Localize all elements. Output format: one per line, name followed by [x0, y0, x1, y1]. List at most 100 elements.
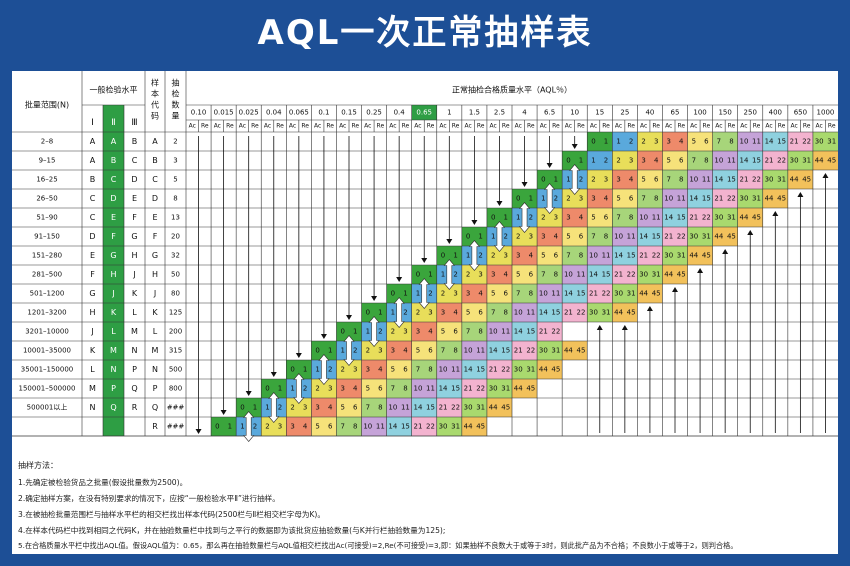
ac-value: 10 — [539, 290, 548, 298]
acre-cell — [436, 341, 462, 360]
ac-header: Ac — [565, 123, 572, 130]
acre-cell — [461, 322, 487, 341]
up-arrow-head — [797, 192, 804, 197]
ac-value: 30 — [765, 176, 774, 184]
ac-value: 10 — [639, 214, 648, 222]
ac-header: Ac — [189, 123, 196, 130]
aql-table-sheet: 0 1 1 2 2 3 3 4 5 6 7 8 10 11 14 15 21 22 30 31 0 1 1 2 2 3 3 4 5 6 7 8… — [12, 71, 838, 454]
sample-size-cell: 315 — [169, 347, 182, 355]
re-value: 2 — [403, 309, 407, 317]
acre-cell — [411, 398, 437, 417]
code-header-char: 代 — [151, 100, 159, 110]
acre-cell — [486, 303, 512, 322]
aql-value-label: 0.10 — [191, 109, 207, 117]
acre-cell — [436, 322, 462, 341]
acre-cell — [612, 265, 638, 284]
acre-cell — [486, 360, 512, 379]
acre-cell — [486, 322, 512, 341]
lot-range-cell: 91–150 — [34, 233, 60, 241]
acre-cell — [512, 322, 538, 341]
acre-cell — [687, 189, 713, 208]
lot-range-header: 批量范围(N) — [25, 100, 69, 110]
re-value: 11 — [501, 328, 510, 336]
sample-size-header-char: 数 — [172, 100, 180, 110]
lot-range-cell: 2–8 — [41, 138, 53, 146]
re-value: 1 — [228, 423, 232, 431]
acre-cell — [737, 170, 763, 189]
re-value: 3 — [503, 252, 507, 260]
re-value: 3 — [579, 195, 583, 203]
re-value: 31 — [677, 252, 686, 260]
acre-cell — [512, 284, 538, 303]
ac-value: 3 — [391, 347, 395, 355]
re-value: 8 — [604, 233, 608, 241]
acre-cell — [512, 246, 538, 265]
ac-value: 5 — [516, 271, 520, 279]
ac-value: 21 — [740, 176, 749, 184]
acre-cell — [762, 132, 788, 151]
re-value: 4 — [378, 366, 383, 374]
note-line-1: 1.先确定被检验货品之批量(假设批量数为2500)。 — [18, 478, 188, 487]
re-value: 15 — [727, 176, 736, 184]
re-value: 8 — [478, 328, 482, 336]
ac-header: Ac — [740, 123, 747, 130]
re-header: Re — [828, 123, 836, 130]
ac-header: Ac — [615, 123, 622, 130]
acre-cell — [486, 246, 512, 265]
acre-cell — [562, 284, 588, 303]
ac-value: 30 — [614, 290, 623, 298]
ac-value: 3 — [541, 233, 545, 241]
ac-value: 5 — [566, 233, 570, 241]
ac-value: 10 — [589, 252, 598, 260]
re-value: 4 — [654, 157, 659, 165]
ac-value: 1 — [516, 214, 520, 222]
re-header: Re — [577, 123, 585, 130]
ac-value: 10 — [489, 328, 498, 336]
acre-cell — [687, 151, 713, 170]
ac-value: 2 — [416, 309, 420, 317]
acre-cell — [512, 227, 538, 246]
re-value: 6 — [428, 347, 433, 355]
ac-value: 3 — [566, 214, 570, 222]
re-value: 2 — [554, 195, 558, 203]
re-header: Re — [427, 123, 435, 130]
acre-cell — [336, 322, 362, 341]
re-value: 2 — [629, 138, 633, 146]
re-header: Re — [301, 123, 309, 130]
re-value: 4 — [554, 233, 559, 241]
re-value: 11 — [627, 233, 636, 241]
acre-cell — [361, 360, 387, 379]
re-value: 1 — [579, 157, 583, 165]
acre-cell — [637, 170, 663, 189]
ac-value: 5 — [491, 290, 495, 298]
ac-value: 2 — [616, 157, 620, 165]
re-header: Re — [602, 123, 610, 130]
acre-cell — [687, 246, 713, 265]
re-value: 8 — [453, 347, 457, 355]
level-3-code: B — [132, 137, 138, 146]
level-2-code: H — [110, 270, 116, 279]
sample-size-header-char: 抽 — [172, 78, 180, 88]
ac-value: 30 — [489, 385, 498, 393]
ac-value: 44 — [765, 195, 774, 203]
re-value: 1 — [403, 290, 407, 298]
double-arrow — [393, 297, 405, 328]
acre-cell — [486, 398, 512, 417]
re-value: 3 — [353, 366, 357, 374]
level-2-code: C — [111, 175, 117, 184]
ac-header: Ac — [816, 123, 823, 130]
re-value: 4 — [604, 195, 609, 203]
ac-value: 3 — [591, 195, 595, 203]
re-value: 15 — [702, 195, 711, 203]
acre-cell — [361, 303, 387, 322]
acre-cell — [486, 379, 512, 398]
re-header: Re — [652, 123, 660, 130]
re-value: 6 — [554, 252, 559, 260]
ac-value: 44 — [489, 404, 498, 412]
ac-header: Ac — [214, 123, 221, 130]
ac-value: 5 — [692, 138, 696, 146]
acre-cell — [361, 417, 387, 436]
double-arrow — [418, 278, 430, 309]
ac-header: Ac — [289, 123, 296, 130]
acre-cell — [537, 246, 563, 265]
